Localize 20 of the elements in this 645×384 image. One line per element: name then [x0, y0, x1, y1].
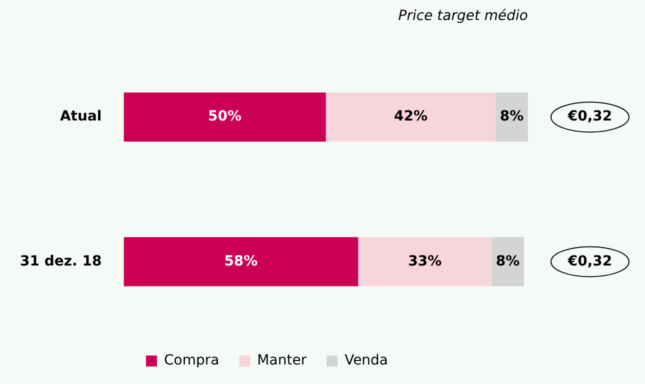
legend-label: Venda [344, 352, 388, 369]
y-tick-label: Atual [60, 108, 102, 125]
legend-label: Compra [164, 352, 220, 369]
data-label: 8% [500, 108, 524, 125]
data-label: 42% [394, 108, 428, 125]
data-label: 8% [496, 253, 520, 270]
text: €0,32 [566, 253, 612, 270]
legend-label: Manter [257, 352, 307, 369]
bar [496, 92, 528, 142]
text: €0,32 [566, 108, 612, 125]
y-tick-label: 31 dez. 18 [20, 253, 102, 270]
data-label: 50% [208, 108, 242, 125]
data-label: 33% [408, 253, 442, 270]
bar [326, 92, 496, 142]
data-label: 58% [224, 253, 258, 270]
bar [492, 237, 524, 286]
bar [358, 237, 492, 286]
bar [124, 92, 326, 142]
chart-title: Price target médio [398, 8, 528, 24]
bar [124, 237, 358, 286]
